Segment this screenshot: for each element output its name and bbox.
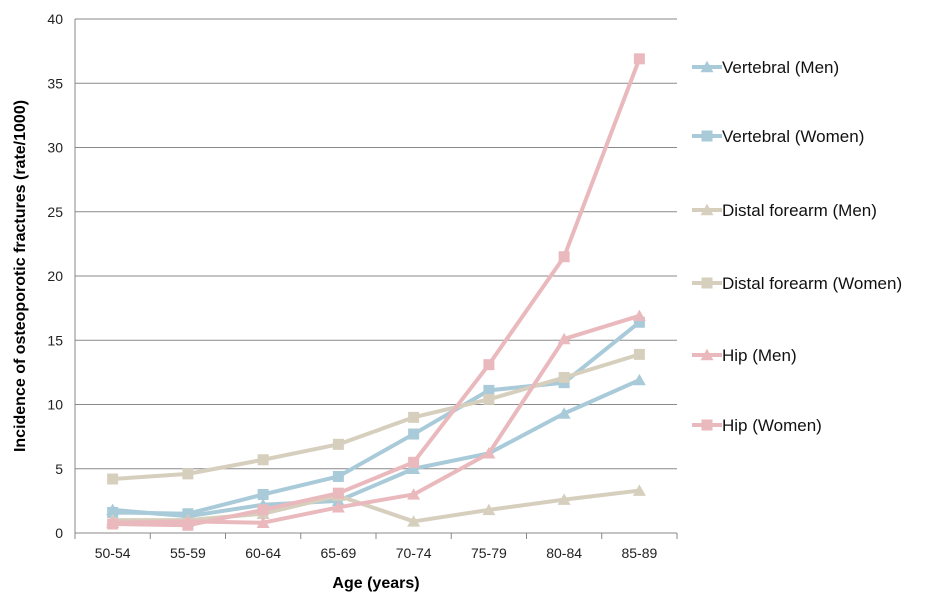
data-point <box>332 487 344 499</box>
y-tick-label: 0 <box>55 525 63 541</box>
series-line <box>112 488 640 524</box>
data-point <box>483 384 495 396</box>
data-point <box>633 316 645 328</box>
x-tick-labels: 50-54 55-59 60-64 65-69 70-74 75-79 80-84 85-89 <box>74 533 678 561</box>
data-point <box>331 501 345 513</box>
legend-item: Hip (Men) <box>692 346 797 365</box>
legend-marker <box>701 277 713 289</box>
data-point <box>257 488 269 500</box>
data-point <box>182 468 194 480</box>
data-point <box>182 508 194 520</box>
data-point <box>407 515 421 527</box>
legend: Vertebral (Men) Vertebral (Women) Distal f… <box>692 58 902 435</box>
data-point <box>107 518 119 530</box>
legend-marker <box>700 203 714 216</box>
series-line <box>112 320 641 516</box>
legend-label: Distal forearm (Men) <box>722 201 877 220</box>
data-point <box>483 359 495 371</box>
x-tick-label: 80-84 <box>546 545 582 561</box>
data-point <box>633 53 645 65</box>
data-point <box>557 493 571 505</box>
y-tick-label: 25 <box>47 204 63 220</box>
legend-marker <box>701 419 713 431</box>
y-tick-labels: 0 5 10 15 20 25 30 35 40 <box>47 11 63 541</box>
y-tick-label: 15 <box>47 332 63 348</box>
data-point <box>558 251 570 263</box>
y-tick-label: 20 <box>47 268 63 284</box>
x-axis-title: Age (years) <box>332 575 419 592</box>
y-tick-label: 5 <box>55 461 63 477</box>
series-line <box>112 378 641 519</box>
data-point <box>408 456 420 468</box>
data-point <box>182 519 194 531</box>
x-tick-label: 85-89 <box>621 545 657 561</box>
legend-marker <box>700 348 714 361</box>
y-tick-label: 35 <box>47 75 63 91</box>
series-line <box>112 352 640 482</box>
data-point <box>408 428 420 440</box>
legend-item: Distal forearm (Women) <box>692 274 902 293</box>
data-point <box>407 488 421 500</box>
data-point <box>408 411 420 423</box>
legend-marker <box>701 130 713 142</box>
x-tick-label: 55-59 <box>170 545 206 561</box>
series-lines <box>106 53 646 531</box>
series-line <box>112 58 642 528</box>
series-line <box>112 313 640 525</box>
legend-label: Vertebral (Women) <box>722 127 864 146</box>
series-5 <box>107 53 645 531</box>
data-point <box>482 447 496 459</box>
legend-item: Vertebral (Women) <box>692 127 864 146</box>
legend-marker <box>700 60 714 73</box>
legend-label: Vertebral (Men) <box>722 58 839 77</box>
x-tick-label: 75-79 <box>471 545 507 561</box>
data-point <box>482 503 496 516</box>
x-tick-label: 70-74 <box>396 545 432 561</box>
y-axis-title: Incidence of osteoporotic fractures (rat… <box>12 100 29 452</box>
data-point <box>107 506 119 518</box>
legend-item: Distal forearm (Men) <box>692 201 877 220</box>
gridlines <box>75 18 677 470</box>
data-point <box>632 484 646 496</box>
legend-label: Hip (Women) <box>722 416 822 435</box>
data-point <box>257 504 269 516</box>
data-point <box>256 516 270 528</box>
series-3 <box>107 348 645 485</box>
data-point <box>107 473 119 485</box>
legend-label: Distal forearm (Women) <box>722 274 902 293</box>
data-point <box>632 373 646 386</box>
x-tick-label: 60-64 <box>245 545 281 561</box>
legend-item: Hip (Women) <box>692 416 822 435</box>
x-tick-label: 50-54 <box>95 545 131 561</box>
data-point <box>632 309 646 322</box>
y-tick-label: 10 <box>47 397 63 413</box>
y-tick-label: 30 <box>47 140 63 156</box>
x-tick-label: 65-69 <box>320 545 356 561</box>
data-point <box>558 372 570 384</box>
data-point <box>257 454 269 466</box>
data-point <box>483 393 495 405</box>
legend-label: Hip (Men) <box>722 346 797 365</box>
y-tick-label: 40 <box>47 11 63 27</box>
data-point <box>557 407 571 419</box>
data-point <box>557 332 571 345</box>
data-point <box>332 438 344 450</box>
data-point <box>633 348 645 360</box>
legend-item: Vertebral (Men) <box>692 58 839 77</box>
data-point <box>332 470 344 482</box>
data-point <box>407 462 421 474</box>
